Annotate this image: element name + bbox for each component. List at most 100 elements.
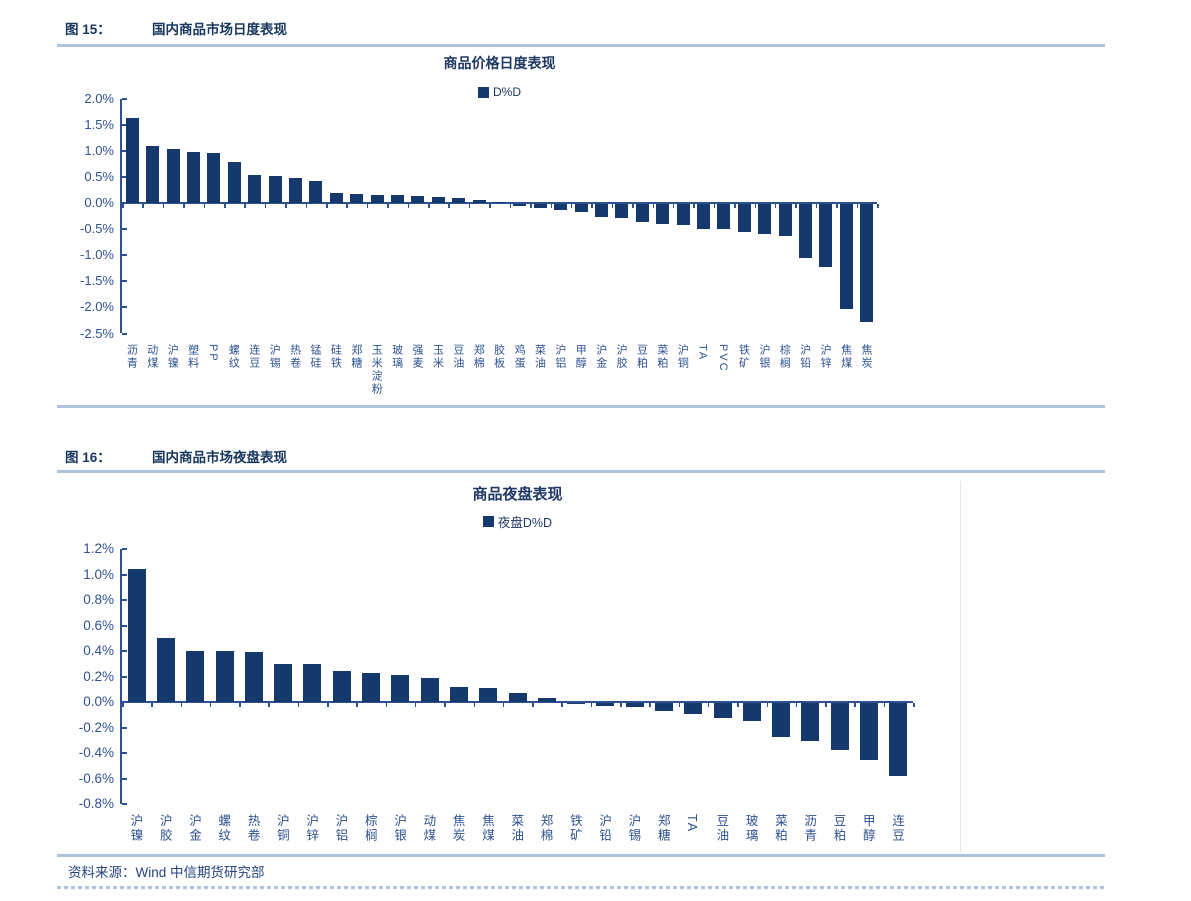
x-axis-tick	[620, 703, 622, 707]
daily-performance-plot: 2.0% 1.5% 1.0% 0.5% 0.0% -0.5% -1.0% -1.5% -2.0%…	[57, 48, 1105, 406]
bar	[431, 197, 445, 203]
bar	[713, 703, 732, 719]
bar	[684, 703, 703, 715]
y-axis-label: -0.6%	[78, 770, 114, 786]
x-axis-label: 沪胶	[615, 344, 628, 370]
chart2-title: 商品夜盘表现	[472, 486, 563, 503]
bar	[772, 703, 791, 738]
y-axis-label: 0.2%	[83, 668, 114, 684]
x-axis-tick	[766, 703, 769, 707]
x-axis-tick	[570, 204, 573, 208]
x-axis-label: 胶板	[492, 344, 505, 370]
x-axis-tick	[550, 204, 552, 208]
chart1-legend-label: D%D	[492, 85, 521, 99]
x-axis-tick	[652, 204, 655, 208]
x-axis-label: 沪银	[392, 814, 407, 843]
x-axis-label: 玻璃	[390, 344, 403, 370]
bar	[533, 204, 547, 209]
x-axis-label: 沪胶	[157, 814, 172, 843]
x-axis-label: 热卷	[245, 814, 260, 843]
bar	[737, 204, 751, 232]
y-axis-label: -2.5%	[80, 325, 114, 341]
x-axis-tick	[734, 204, 736, 208]
legend-swatch-icon	[477, 86, 489, 98]
bar	[567, 703, 586, 705]
bar	[537, 698, 556, 702]
bar	[697, 204, 711, 230]
x-axis-tick	[122, 703, 124, 707]
x-axis-tick	[561, 703, 563, 707]
x-axis-label: 连豆	[890, 814, 905, 843]
y-axis-tick	[122, 332, 127, 335]
x-axis-tick	[224, 204, 226, 208]
bar	[508, 693, 527, 702]
bar	[839, 204, 853, 310]
x-axis-tick	[678, 703, 681, 707]
source-note: 资料来源：Wind 中信期货研究部	[68, 865, 265, 880]
x-axis-label: 菜粕	[655, 344, 668, 370]
x-axis-tick	[854, 703, 856, 707]
x-axis-label: 郑糖	[349, 344, 362, 370]
y-axis-tick	[122, 306, 127, 309]
x-axis-label: 螺纹	[216, 814, 231, 843]
x-axis-label: 沪铝	[553, 344, 566, 370]
night-performance-chart: 商品夜盘表现 夜盘D%D 1.2% 1.0% 0.8% 0.6% 0.4% 0.2% 0.0…	[70, 481, 960, 852]
bar	[554, 204, 568, 211]
x-axis-label: 热卷	[288, 344, 301, 370]
bar	[420, 677, 439, 702]
bar	[472, 200, 486, 203]
x-axis-tick	[713, 204, 716, 208]
y-axis-tick	[122, 548, 127, 550]
bar	[268, 175, 282, 203]
bar	[166, 148, 180, 203]
x-axis-tick	[297, 703, 300, 707]
x-axis-label: 铁矿	[567, 814, 582, 843]
y-axis-tick	[122, 175, 127, 178]
y-axis-label: 2.0%	[84, 90, 114, 106]
x-axis	[122, 701, 913, 703]
x-axis-tick	[366, 204, 369, 208]
figure15-caption: 国内商品市场日度表现	[152, 22, 287, 37]
bar	[676, 204, 690, 226]
y-axis-label: 1.0%	[83, 566, 114, 582]
x-axis-label: 豆油	[451, 344, 464, 370]
x-axis-label: 焦煤	[839, 344, 852, 370]
x-axis-label: 豆油	[714, 814, 729, 843]
x-axis-label: 玻璃	[743, 814, 758, 843]
x-axis-label: 玉米淀粉	[370, 344, 383, 396]
y-axis-tick	[122, 149, 127, 152]
y-axis-tick	[122, 803, 127, 805]
x-axis-label: 郑棉	[472, 344, 485, 370]
x-axis-label: 锰硅	[309, 344, 322, 370]
y-axis-label: -0.4%	[78, 745, 114, 760]
bar	[244, 652, 263, 702]
y-axis-tick	[122, 228, 127, 231]
bar	[411, 196, 425, 203]
x-axis-tick	[530, 204, 532, 208]
x-axis-label: 沪铜	[274, 814, 289, 843]
x-axis-tick	[489, 204, 491, 208]
bar	[186, 651, 205, 702]
x-axis-tick	[672, 204, 675, 208]
y-axis-label: 0.6%	[83, 617, 114, 633]
bar	[350, 194, 364, 203]
bar	[819, 204, 833, 267]
y-axis-label: -0.8%	[78, 796, 114, 811]
x-axis-label: 郑棉	[538, 814, 553, 843]
bar	[362, 672, 381, 702]
x-axis-tick	[883, 703, 886, 707]
x-axis-tick	[913, 703, 915, 707]
y-axis-tick	[122, 280, 127, 283]
x-axis-label: 焦炭	[859, 344, 872, 370]
bar	[513, 204, 527, 206]
y-axis-tick	[122, 123, 127, 126]
y-axis-label: 1.5%	[84, 116, 114, 132]
bar	[595, 204, 609, 217]
y-axis	[120, 549, 122, 804]
daily-performance-chart: 商品价格日度表现 D%D 2.0% 1.5% 1.0% 0.5% 0.0% -0.5% -1…	[57, 48, 1105, 406]
x-axis-tick	[836, 204, 838, 208]
x-axis-tick	[142, 204, 144, 208]
x-axis-tick	[815, 204, 818, 208]
bar	[493, 201, 506, 203]
bar	[186, 152, 200, 203]
